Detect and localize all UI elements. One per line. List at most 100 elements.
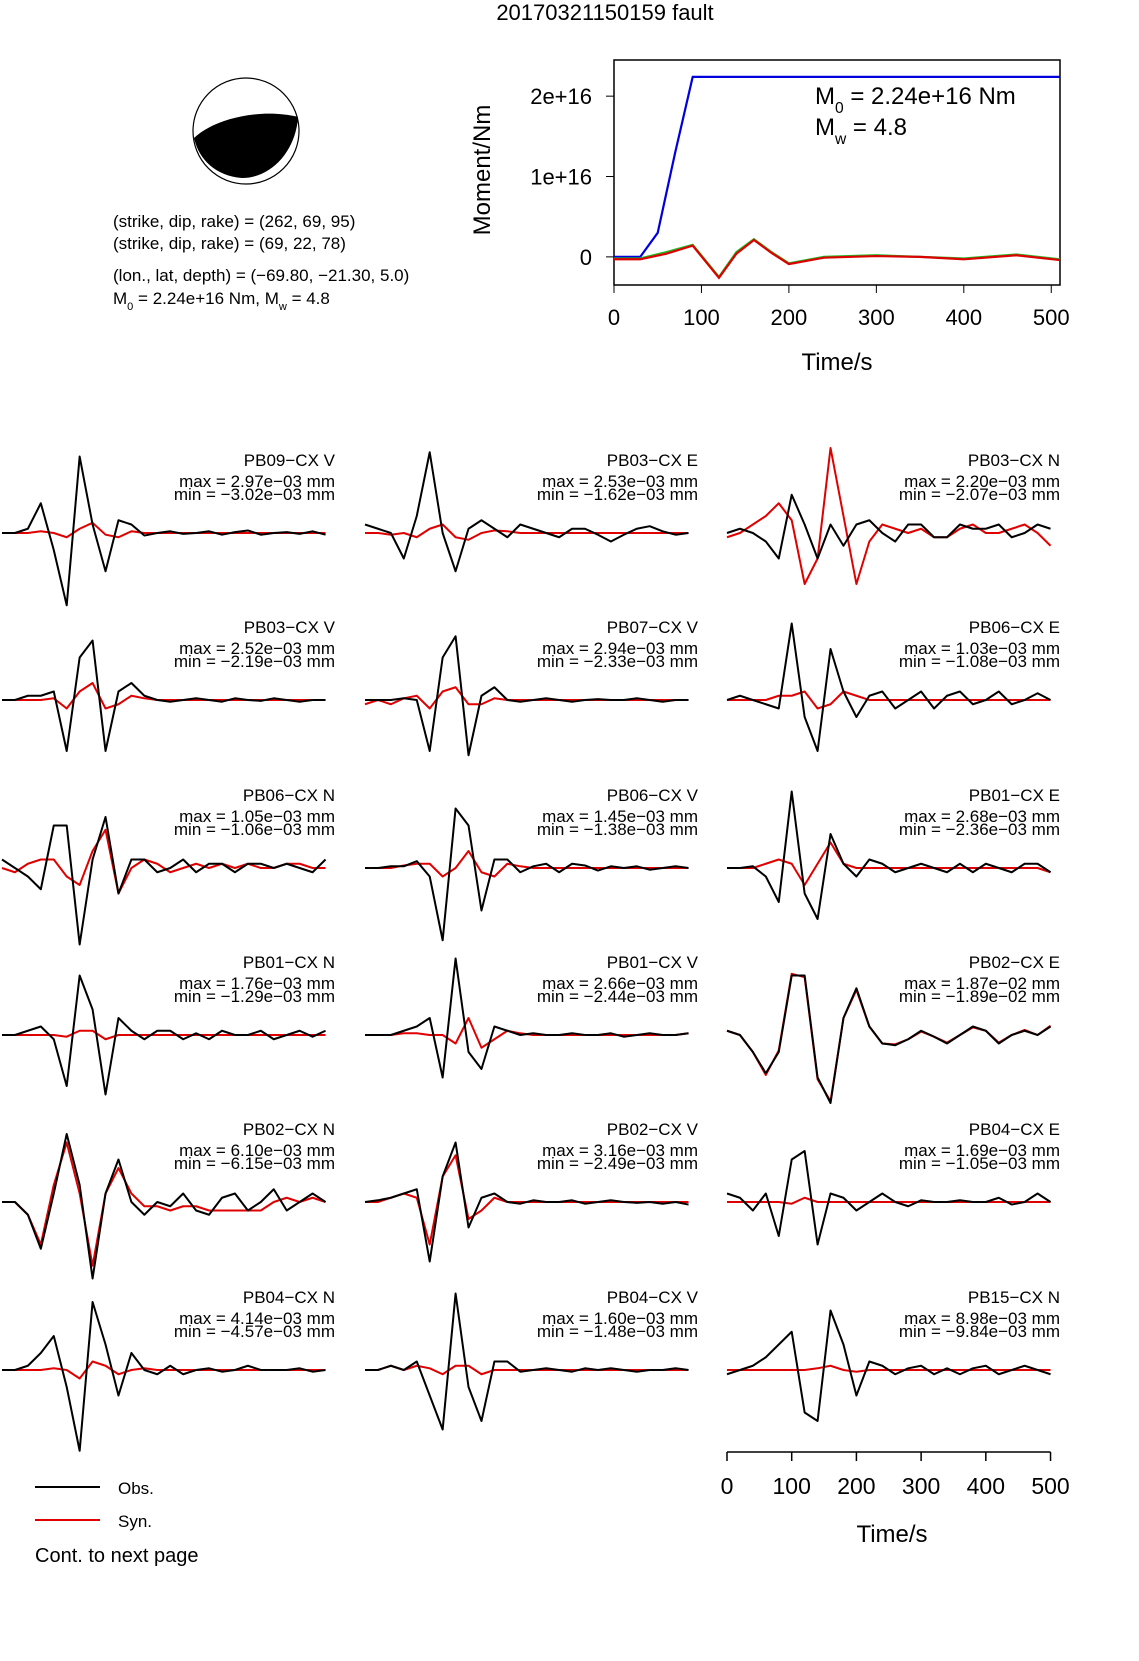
text-part: M <box>815 114 835 141</box>
mechanism-text: (lon., lat, depth) = (−69.80, −21.30, 5.… <box>113 266 409 285</box>
panel-min: min = −1.29e−03 mm <box>174 987 335 1006</box>
x-tick-label: 100 <box>773 1473 811 1499</box>
synthetic-trace <box>2 682 326 710</box>
figure-title: 20170321150159 fault <box>496 0 713 25</box>
footer-note: Cont. to next page <box>35 1545 198 1567</box>
legend-label: Syn. <box>118 1512 152 1531</box>
panel-title: PB02−CX E <box>969 953 1060 972</box>
observed-trace <box>2 1301 326 1452</box>
panel-max: max = 4.14e−03 mm <box>179 1309 335 1328</box>
panel-max: max = 1.87e−02 mm <box>904 974 1060 993</box>
mechanism-text: (strike, dip, rake) = (69, 22, 78) <box>113 234 346 253</box>
panel-max: max = 1.60e−03 mm <box>542 1309 698 1328</box>
panel-max: max = 1.76e−03 mm <box>179 974 335 993</box>
text-part: = 2.24e+16 Nm <box>844 83 1016 110</box>
panel-max: max = 2.68e−03 mm <box>904 807 1060 826</box>
panel-min: min = −2.07e−03 mm <box>899 485 1060 504</box>
panel-title: PB06−CX V <box>607 786 699 805</box>
observed-trace <box>364 451 689 573</box>
panel-min: min = −2.49e−03 mm <box>537 1154 698 1173</box>
panel-title: PB06−CX N <box>243 786 335 805</box>
panel-title: PB03−CX N <box>968 451 1060 470</box>
plot-frame <box>613 59 1061 286</box>
text-part: = 4.8 <box>287 289 330 308</box>
x-axis-label: Time/s <box>801 349 872 376</box>
panel-min: min = −1.08e−03 mm <box>899 652 1060 671</box>
panel-title: PB03−CX V <box>244 618 336 637</box>
synthetic-trace <box>365 1017 689 1049</box>
observed-trace <box>726 974 1052 1104</box>
y-tick-label: 0 <box>580 245 592 270</box>
panel-max: max = 1.45e−03 mm <box>542 807 698 826</box>
observed-trace <box>365 807 689 942</box>
panel-min: min = −1.05e−03 mm <box>899 1154 1060 1173</box>
panel-title: PB04−CX V <box>607 1288 699 1307</box>
panel-title: PB02−CX N <box>243 1120 335 1139</box>
synthetic-trace <box>727 1196 1051 1205</box>
annotation: Mw = 4.8 <box>815 114 907 148</box>
moment-curve <box>614 238 1061 280</box>
observed-trace <box>2 639 326 752</box>
x-axis-label: Time/s <box>856 1521 927 1548</box>
mechanism-text: (strike, dip, rake) = (262, 69, 95) <box>113 212 355 231</box>
panel-max: max = 1.03e−03 mm <box>904 639 1060 658</box>
text-part: M <box>815 83 835 110</box>
panel-title: PB04−CX E <box>969 1120 1060 1139</box>
panel-max: max = 2.94e−03 mm <box>542 639 698 658</box>
panel-max: max = 1.69e−03 mm <box>904 1141 1060 1160</box>
panel-min: min = −1.38e−03 mm <box>537 820 698 839</box>
subscript: w <box>834 131 847 148</box>
x-tick-label: 400 <box>967 1473 1005 1499</box>
panel-title: PB02−CX V <box>607 1120 699 1139</box>
legend-label: Obs. <box>118 1479 154 1498</box>
x-tick-label: 300 <box>858 305 895 330</box>
panel-min: min = −1.62e−03 mm <box>537 485 698 504</box>
panel-title: PB09−CX V <box>244 451 336 470</box>
x-tick-label: 500 <box>1031 1473 1069 1499</box>
text-part: M <box>113 289 127 308</box>
panel-min: min = −3.02e−03 mm <box>174 485 335 504</box>
y-tick-label: 2e+16 <box>530 84 592 109</box>
observed-trace <box>726 1309 1051 1422</box>
synthetic-trace <box>365 523 689 541</box>
text-part: = 2.24e+16 Nm, M <box>133 289 279 308</box>
panel-max: max = 8.98e−03 mm <box>904 1309 1060 1328</box>
text-part: = 4.8 <box>846 114 907 141</box>
observed-trace <box>364 1141 689 1263</box>
y-tick-label: 1e+16 <box>530 165 592 190</box>
observed-trace <box>2 1133 327 1280</box>
observed-trace <box>365 635 689 757</box>
moment-curve <box>614 75 1060 258</box>
observed-trace <box>365 1292 689 1431</box>
panel-max: max = 2.53e−03 mm <box>542 472 698 491</box>
panel-max: max = 6.10e−03 mm <box>179 1141 335 1160</box>
panel-min: min = −1.06e−03 mm <box>174 820 335 839</box>
synthetic-trace <box>365 850 689 878</box>
panel-min: min = −4.57e−03 mm <box>174 1322 335 1341</box>
subscript: w <box>278 301 287 313</box>
panel-min: min = −9.84e−03 mm <box>899 1322 1060 1341</box>
panel-title: PB07−CX V <box>607 618 699 637</box>
x-tick-label: 200 <box>837 1473 875 1499</box>
x-tick-label: 500 <box>1033 305 1070 330</box>
panel-min: min = −2.36e−03 mm <box>899 820 1060 839</box>
y-axis-label: Moment/Nm <box>469 105 496 236</box>
panel-min: min = −1.48e−03 mm <box>537 1322 698 1341</box>
observed-trace <box>726 1150 1052 1246</box>
observed-trace <box>727 790 1052 920</box>
x-tick-label: 400 <box>945 305 982 330</box>
